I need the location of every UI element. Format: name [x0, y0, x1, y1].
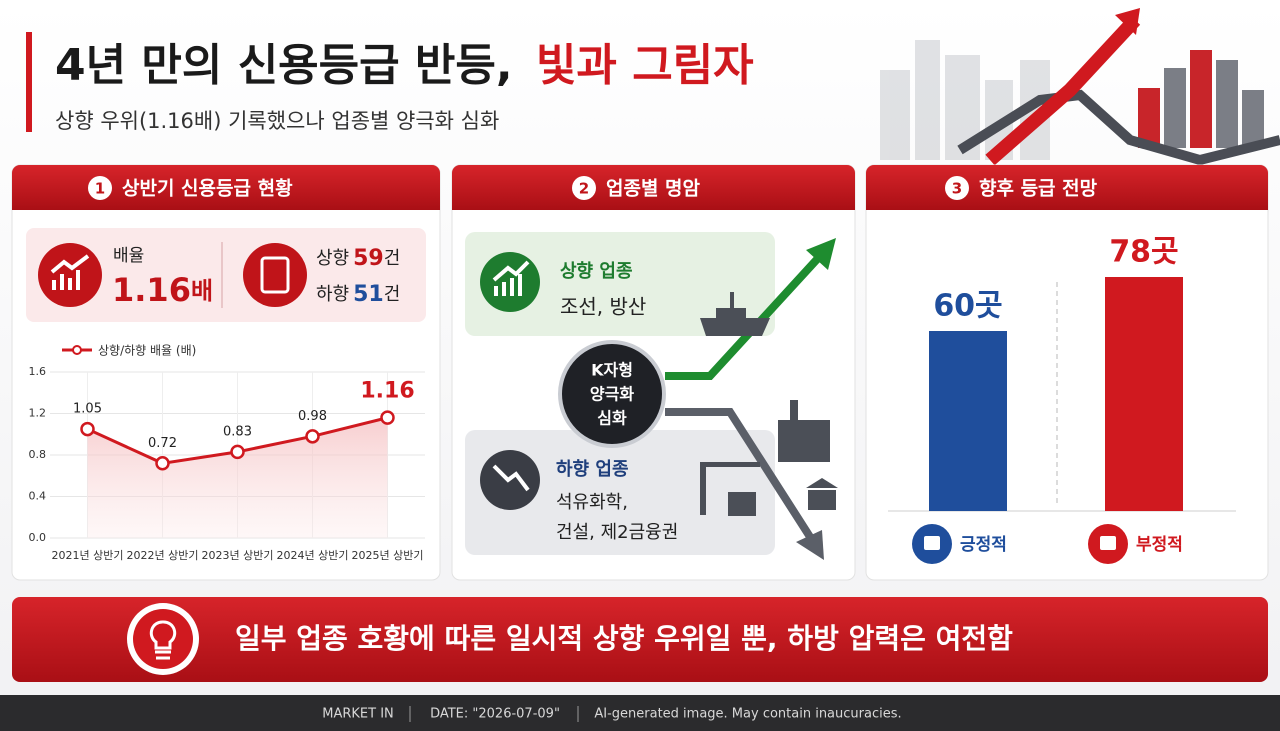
panel-title: 업종별 명암 [606, 178, 701, 200]
title-main: 4년 만의 신용등급 반등, [55, 40, 513, 91]
up-value: 59 [353, 246, 384, 271]
up-arrow [806, 238, 836, 270]
title-accent: 빛과 그림자 [536, 40, 754, 91]
title: 4년 만의 신용등급 반등, 빛과 그림자 [55, 40, 754, 91]
value-label: 1.16 [360, 379, 414, 404]
panel-number: 1 [95, 180, 105, 198]
icon [50, 254, 90, 290]
x-tick-label: 2023년 상반기 [202, 549, 274, 562]
down-items: 건설, 제2금융권 [556, 522, 678, 543]
icon [133, 609, 193, 669]
icon [149, 620, 177, 660]
category-label: 긍정적 [960, 535, 1007, 555]
panel-number: 2 [579, 180, 589, 198]
icon [243, 243, 307, 307]
x-tick-label: 2021년 상반기 [52, 549, 124, 562]
point [380, 410, 395, 425]
category-label: 부정적 [1136, 535, 1183, 555]
area [87, 417, 388, 538]
accent-bar [26, 32, 32, 132]
panel-title: 상반기 신용등급 현황 [122, 177, 293, 200]
footer [0, 695, 1280, 731]
y-tick-label: 0.4 [29, 490, 47, 503]
subtitle: 상향 우위(1.16배) 기록했으나 업종별 양극화 심화 [55, 109, 499, 133]
summary-box [26, 228, 426, 322]
unit: 건 [384, 248, 401, 269]
icon [492, 260, 530, 296]
conclusion: 일부 업종 호황에 따른 일시적 상향 우위일 뿐, 하방 압력은 여전함 [235, 622, 1013, 655]
icon [260, 256, 290, 294]
ratio-value: 1.16 [112, 271, 191, 309]
up-box [465, 232, 775, 336]
up-arrow [665, 253, 823, 380]
x-tick-label: 2025년 상반기 [352, 549, 424, 562]
down-value: 51 [353, 282, 384, 307]
footer-text: DATE: "2026-07-09" [430, 707, 560, 722]
panel-number: 3 [952, 180, 962, 198]
up-label: 상향 [316, 248, 349, 269]
center-text: 양극화 [590, 385, 634, 404]
point [305, 429, 320, 444]
ratio: 1.16배 [112, 271, 213, 309]
y-tick-label: 1.2 [29, 407, 47, 420]
ratio-unit: 배 [191, 277, 213, 305]
y-tick-label: 0.0 [29, 531, 47, 544]
point [155, 456, 170, 471]
footer-text: MARKET IN [322, 707, 394, 722]
bar [1105, 277, 1183, 511]
value-label: 0.83 [223, 424, 252, 439]
icon [38, 243, 102, 307]
down-items: 석유화학, [556, 492, 628, 513]
value-label: 1.05 [73, 402, 102, 417]
down-arrow [796, 530, 824, 560]
x-tick-label: 2022년 상반기 [127, 549, 199, 562]
value-label: 60곳 [933, 289, 1002, 324]
ratio-label: 배율 [113, 246, 144, 266]
y-tick-label: 0.8 [29, 448, 47, 461]
down-label: 하향 [316, 284, 349, 305]
point [230, 444, 245, 460]
center-text: 심화 [597, 409, 627, 428]
category-icon [924, 536, 940, 550]
center-text: K자형 [591, 361, 633, 380]
conclusion-banner [12, 597, 1268, 682]
down-count: 하향 51건 [316, 282, 400, 307]
icon [492, 464, 530, 492]
bar [929, 331, 1007, 511]
unit: 건 [384, 284, 401, 305]
footer-text: AI-generated image. May contain inaucura… [594, 707, 901, 722]
up-count: 상향 59건 [316, 246, 400, 271]
center-badge [558, 340, 666, 448]
value-label: 78곳 [1109, 235, 1178, 270]
industry-icons [700, 292, 838, 516]
up-title: 상향 업종 [560, 261, 633, 282]
panel-title: 향후 등급 전망 [979, 178, 1098, 200]
x-tick-label: 2024년 상반기 [277, 549, 349, 562]
legend-marker [72, 345, 82, 355]
up-items: 조선, 방산 [560, 295, 646, 319]
header-bars [957, 8, 1280, 166]
point [80, 421, 95, 437]
down-box [465, 430, 775, 555]
down-arrow [665, 408, 816, 543]
y-tick-label: 1.6 [29, 365, 47, 378]
value-label: 0.98 [298, 409, 327, 424]
category-icon [1100, 536, 1116, 550]
down-title: 하향 업종 [556, 459, 629, 480]
value-label: 0.72 [148, 436, 177, 451]
legend-label: 상향/하향 배율 (배) [98, 344, 196, 358]
